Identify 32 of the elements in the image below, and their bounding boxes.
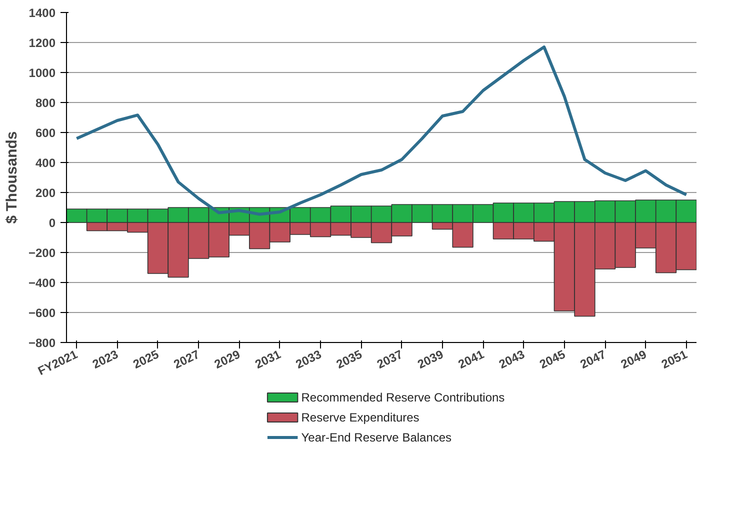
y-tick-label: 1200 (28, 36, 56, 50)
y-tick-label: 1000 (28, 66, 56, 80)
x-tick-label: 2049 (618, 347, 650, 372)
y-tick-label: 200 (35, 186, 56, 200)
y-tick-label: −800 (28, 336, 56, 350)
x-tick-label: 2029 (212, 347, 243, 372)
legend-label: Recommended Reserve Contributions (301, 390, 505, 404)
y-tick-label: 600 (35, 126, 56, 140)
y-axis-title: $ Thousands (3, 131, 20, 224)
x-tick-label: 2033 (293, 347, 324, 372)
line-series (75, 46, 688, 216)
y-tick-label: 800 (35, 96, 56, 110)
y-tick-label: −600 (28, 306, 56, 320)
y-tick-label: −400 (28, 276, 56, 290)
x-tick-label: 2027 (172, 347, 202, 372)
y-tick-label: 1400 (28, 6, 56, 20)
x-tick-label: 2035 (334, 347, 365, 372)
x-tick-label: 2047 (578, 347, 608, 372)
x-tick-label: 2039 (415, 347, 446, 372)
legend-label: Reserve Expenditures (301, 410, 420, 424)
y-tick-label: 0 (48, 216, 56, 230)
x-tick-label: 2041 (456, 347, 486, 372)
x-tick-label: 2045 (537, 347, 568, 372)
x-tick-label: 2043 (496, 347, 528, 372)
x-tick-label: 2023 (90, 347, 121, 372)
x-tick-label: 2037 (374, 347, 406, 372)
y-tick-label: −200 (28, 246, 56, 260)
legend-label: Year-End Reserve Balances (301, 430, 452, 444)
x-tick-label: 2051 (659, 347, 690, 372)
x-tick-label: 2031 (252, 347, 284, 372)
y-tick-label: 400 (35, 156, 56, 170)
x-tick-label: 2025 (130, 347, 162, 372)
